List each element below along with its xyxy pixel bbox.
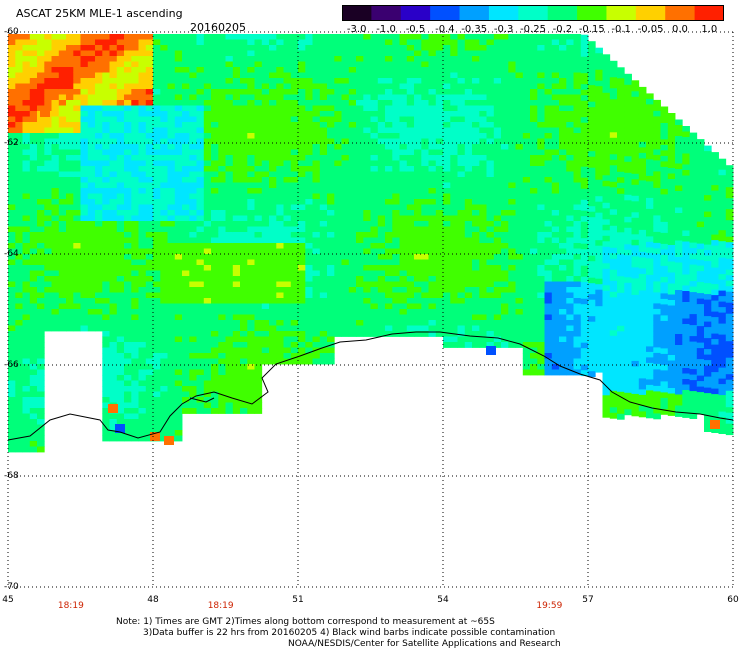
map-title: ASCAT 25KM MLE-1 ascending	[16, 7, 183, 20]
latitude-label: -60	[4, 27, 19, 37]
longitude-label: 45	[2, 595, 14, 605]
colorbar-segment	[518, 5, 549, 21]
colorbar-segment	[459, 5, 490, 21]
colorbar-label: -0.25	[520, 24, 546, 35]
colorbar-label: -0.5	[405, 24, 426, 35]
coastline-island	[189, 397, 215, 403]
map-date: 20160205	[190, 21, 246, 34]
colorbar-label: -3.0	[346, 24, 367, 35]
colorbar-segment	[577, 5, 607, 21]
latitude-label: -68	[4, 471, 19, 481]
colorbar-label: -0.1	[611, 24, 631, 35]
colorbar-label: -0.4	[435, 24, 455, 35]
colorbar-label: -0.35	[461, 24, 488, 35]
colorbar-segment	[400, 5, 431, 21]
latitude-label: -70	[4, 582, 19, 592]
colorbar-label: 1.0	[701, 24, 718, 35]
colorbar-segment	[342, 5, 372, 21]
colorbar	[342, 5, 724, 21]
longitude-label: 48	[147, 595, 159, 605]
time-label: 18:19	[207, 601, 234, 611]
colorbar-segment	[606, 5, 637, 21]
colorbar-segment	[665, 5, 696, 21]
time-label: 19:59	[536, 601, 563, 611]
time-label: 18:19	[57, 601, 84, 611]
graticule	[7, 31, 734, 588]
colorbar-label: -0.2	[552, 24, 573, 35]
colorbar-label: 0.0	[671, 24, 688, 35]
note-line-3: NOAA/NESDIS/Center for Satellite Applica…	[288, 639, 561, 649]
note-line-2: 3)Data buffer is 22 hrs from 20160205 4)…	[143, 628, 556, 638]
colorbar-label: -0.3	[493, 24, 514, 35]
colorbar-segment	[635, 5, 666, 21]
longitude-label: 57	[582, 595, 594, 605]
colorbar-segment	[488, 5, 519, 21]
longitude-label: 51	[292, 595, 304, 605]
note-line-1: Note: 1) Times are GMT 2)Times along bot…	[116, 617, 495, 627]
longitude-label: 54	[437, 595, 449, 605]
latitude-label: -62	[4, 138, 19, 148]
longitude-label: 60	[727, 595, 739, 605]
colorbar-segment	[694, 5, 724, 21]
latitude-label: -64	[4, 249, 19, 259]
coastline	[7, 331, 734, 441]
latitude-label: -66	[4, 360, 19, 370]
colorbar-segment	[371, 5, 402, 21]
colorbar-label: -1.0	[376, 24, 396, 35]
colorbar-segment	[547, 5, 578, 21]
colorbar-label: -0.05	[637, 24, 664, 35]
colorbar-segment	[430, 5, 461, 21]
data-swath	[8, 34, 734, 453]
colorbar-label: -0.15	[578, 24, 605, 35]
colorbar-labels: -3.0 -1.0 -0.5 -0.4 -0.35 -0.3 -0.25 -0.2 -0.15-…	[0, 24, 740, 36]
